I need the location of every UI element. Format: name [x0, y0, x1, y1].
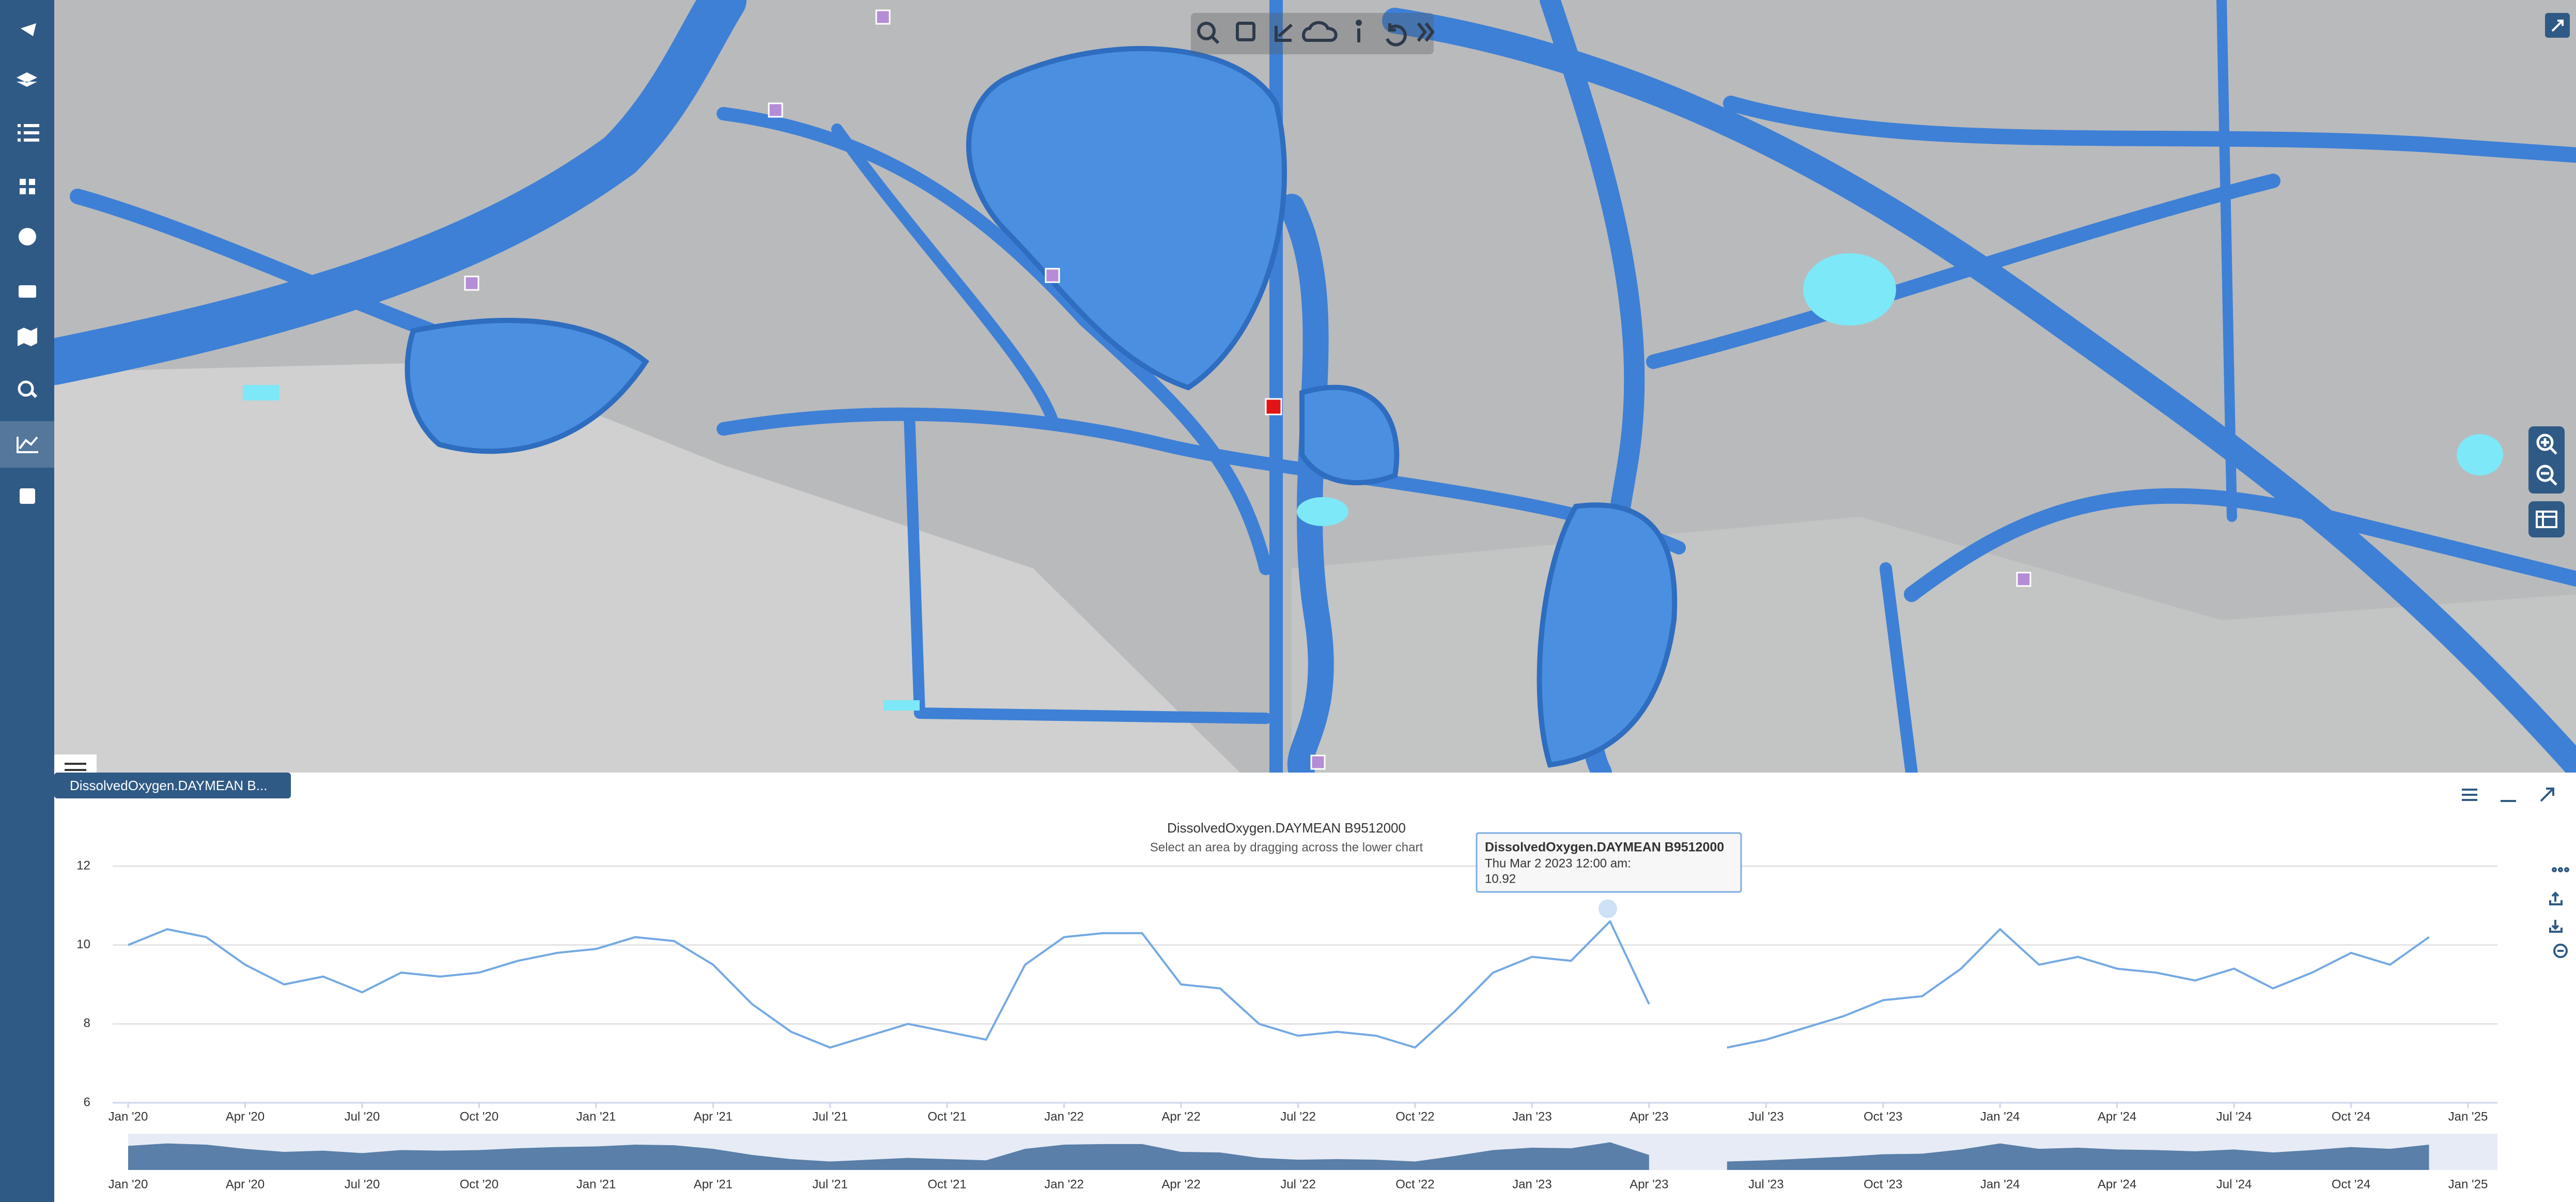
x-tick-label: Jan '23	[1512, 1109, 1552, 1123]
lakes	[405, 46, 1678, 768]
selected-station[interactable]	[1265, 398, 1282, 415]
y-tick-label: 10	[76, 937, 90, 951]
map-controls[interactable]	[2528, 13, 2570, 537]
fullscreen-icon	[2551, 20, 2564, 32]
sidebar	[0, 0, 54, 1202]
x-tick-label: Jul '23	[1748, 1109, 1784, 1123]
navigator-tick-label: Apr '22	[1161, 1177, 1200, 1191]
y-tick-label: 8	[84, 1016, 90, 1030]
x-tick-label: Jul '24	[2216, 1109, 2252, 1123]
x-tick-label: Oct '23	[1864, 1109, 1902, 1123]
chart-subtitle: Select an area by dragging across the lo…	[1150, 840, 1423, 854]
navigator-tick-label: Jan '25	[2448, 1177, 2488, 1191]
navigator-tick-label: Jul '24	[2216, 1177, 2252, 1191]
x-tick-label: Jul '20	[345, 1109, 380, 1123]
x-tick-label: Jan '25	[2448, 1109, 2488, 1123]
x-tick-label: Jan '20	[108, 1109, 148, 1123]
hover-marker	[1599, 899, 1617, 918]
x-tick-label: Oct '20	[460, 1109, 499, 1123]
navigator-tick-label: Jul '23	[1748, 1177, 1784, 1191]
tooltip-box	[1476, 832, 1742, 893]
y-tick-label: 6	[84, 1095, 90, 1109]
x-tick-label: Apr '22	[1161, 1109, 1200, 1123]
toolbar-icons[interactable]	[1197, 20, 1435, 47]
x-tick-label: Apr '20	[226, 1109, 265, 1123]
navigator-tick-label: Oct '20	[460, 1177, 499, 1191]
x-tick-label: Jul '22	[1280, 1109, 1316, 1123]
tooltip-series: DissolvedOxygen.DAYMEAN B9512000	[1485, 840, 1724, 855]
navigator-tick-label: Oct '24	[2332, 1177, 2370, 1191]
toolbar-background	[1191, 13, 1434, 54]
navigator-tick-label: Jul '20	[345, 1177, 380, 1191]
x-tick-label: Jan '21	[576, 1109, 616, 1123]
sidebar-background	[0, 0, 54, 1202]
chart-title: DissolvedOxygen.DAYMEAN B9512000	[1167, 820, 1406, 836]
table-icon	[2536, 511, 2557, 528]
panel-tab[interactable]	[54, 773, 291, 798]
zoom-icons	[2536, 434, 2557, 486]
chart-panel: DissolvedOxygen.DAYMEAN B... DissolvedOx…	[54, 754, 2576, 1202]
rivers	[31, 0, 2576, 785]
panel-handle-icon	[65, 763, 86, 771]
navigator-tick-label: Jan '20	[108, 1177, 148, 1191]
x-tick-label: Jan '22	[1044, 1109, 1084, 1123]
plot[interactable]: 6 8 10 12 Jan '20 Jan '20 Apr '20 Apr '20 Jul '2…	[76, 832, 2497, 1191]
map-toolbar	[1191, 13, 1435, 54]
x-tick-label: Apr '23	[1630, 1109, 1668, 1123]
tooltip-value: 10.92	[1485, 872, 1516, 886]
navigator-tick-label: Jul '22	[1280, 1177, 1316, 1191]
chart-menu-icons[interactable]	[2549, 867, 2569, 958]
navigator-tick-label: Jan '24	[1980, 1177, 2020, 1191]
navigator-tick-label: Jan '22	[1044, 1177, 1084, 1191]
y-tick-label: 12	[76, 858, 90, 872]
map-land	[54, 362, 1240, 773]
map[interactable]	[31, 0, 2576, 785]
navigator-tick-label: Apr '21	[694, 1177, 733, 1191]
series-line	[128, 920, 2430, 1049]
navigator-tick-label: Jan '23	[1512, 1177, 1552, 1191]
panel-tab-label: DissolvedOxygen.DAYMEAN B...	[70, 778, 267, 793]
navigator-tick-label: Apr '24	[2098, 1177, 2136, 1191]
x-tick-label: Oct '21	[928, 1109, 967, 1123]
navigator-tick-label: Apr '20	[226, 1177, 265, 1191]
navigator-tick-label: Jan '21	[576, 1177, 616, 1191]
x-tick-label: Apr '24	[2098, 1109, 2136, 1123]
x-tick-label: Jul '21	[812, 1109, 848, 1123]
stations[interactable]	[464, 9, 2031, 770]
x-tick-label: Oct '22	[1395, 1109, 1434, 1123]
navigator-tick-label: Apr '23	[1630, 1177, 1668, 1191]
x-tick-label: Oct '24	[2332, 1109, 2370, 1123]
navigator-tick-label: Oct '21	[928, 1177, 967, 1191]
panel-controls[interactable]	[2462, 788, 2554, 802]
tooltip-date: Thu Mar 2 2023 12:00 am:	[1485, 856, 1631, 870]
sidebar-icons[interactable]	[17, 23, 39, 504]
x-tick-label: Jan '24	[1980, 1109, 2020, 1123]
navigator-tick-label: Oct '22	[1395, 1177, 1434, 1191]
navigator-tick-label: Jul '21	[812, 1177, 848, 1191]
navigator-series	[128, 1142, 2429, 1170]
x-tick-label: Apr '21	[694, 1109, 733, 1123]
table-button[interactable]	[2528, 501, 2565, 537]
navigator-tick-label: Oct '23	[1864, 1177, 1902, 1191]
panel-background	[54, 773, 2576, 1202]
ponds	[243, 253, 2503, 711]
active-tool	[0, 421, 54, 468]
